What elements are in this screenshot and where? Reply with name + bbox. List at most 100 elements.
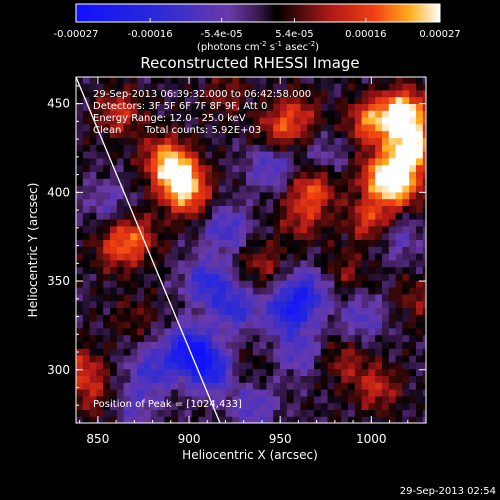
heatmap-pixel	[388, 144, 397, 152]
heatmap-pixel	[334, 239, 342, 247]
heatmap-pixel	[157, 178, 165, 186]
heatmap-pixel	[375, 191, 383, 200]
heatmap-pixel	[205, 151, 213, 159]
heatmap-pixel	[184, 389, 193, 397]
heatmap-pixel	[252, 110, 261, 118]
heatmap-pixel	[103, 110, 111, 118]
heatmap-pixel	[382, 212, 390, 220]
heatmap-pixel	[157, 212, 165, 220]
heatmap-pixel	[123, 307, 131, 315]
heatmap-pixel	[123, 334, 131, 342]
heatmap-pixel	[116, 225, 125, 234]
heatmap-pixel	[232, 157, 240, 166]
heatmap-pixel	[205, 123, 213, 132]
heatmap-pixel	[76, 171, 84, 179]
heatmap-pixel	[184, 246, 193, 254]
heatmap-pixel	[157, 280, 165, 288]
heatmap-pixel	[218, 266, 227, 274]
heatmap-pixel	[252, 334, 261, 342]
heatmap-pixel	[212, 321, 220, 329]
heatmap-pixel	[225, 77, 233, 84]
heatmap-pixel	[334, 151, 342, 159]
heatmap-pixel	[130, 253, 138, 261]
heatmap-pixel	[164, 117, 172, 125]
heatmap-pixel	[409, 232, 417, 240]
heatmap-pixel	[130, 232, 138, 240]
heatmap-pixel	[348, 151, 356, 159]
heatmap-pixel	[191, 151, 199, 159]
heatmap-pixel	[382, 77, 390, 84]
heatmap-pixel	[273, 402, 281, 410]
heatmap-pixel	[293, 280, 301, 288]
heatmap-pixel	[116, 191, 125, 200]
heatmap-pixel	[320, 327, 329, 336]
heatmap-pixel	[286, 300, 295, 308]
heatmap-pixel	[300, 389, 308, 397]
heatmap-pixel	[198, 327, 206, 336]
heatmap-pixel	[382, 402, 390, 410]
heatmap-pixel	[402, 266, 410, 274]
heatmap-pixel	[361, 191, 369, 200]
heatmap-pixel	[144, 212, 152, 220]
heatmap-pixel	[164, 178, 172, 186]
heatmap-pixel	[293, 321, 301, 329]
heatmap-pixel	[144, 368, 152, 376]
heatmap-pixel	[164, 395, 172, 404]
heatmap-pixel	[171, 96, 179, 104]
heatmap-pixel	[300, 375, 308, 383]
heatmap-pixel	[82, 395, 91, 404]
heatmap-pixel	[232, 266, 240, 274]
heatmap-pixel	[409, 239, 417, 247]
heatmap-pixel	[76, 191, 84, 200]
heatmap-pixel	[239, 83, 247, 91]
heatmap-pixel	[232, 300, 240, 308]
heatmap-pixel	[361, 212, 369, 220]
heatmap-pixel	[382, 280, 390, 288]
heatmap-pixel	[123, 137, 131, 145]
heatmap-pixel	[402, 123, 410, 132]
heatmap-pixel	[184, 110, 193, 118]
heatmap-pixel	[327, 171, 335, 179]
heatmap-pixel	[239, 355, 247, 363]
heatmap-pixel	[130, 375, 138, 383]
heatmap-pixel	[205, 266, 213, 274]
heatmap-pixel	[198, 293, 206, 302]
heatmap-pixel	[178, 246, 186, 254]
heatmap-pixel	[259, 375, 267, 383]
heatmap-pixel	[341, 402, 349, 410]
heatmap-pixel	[89, 83, 97, 91]
heatmap-pixel	[375, 178, 383, 186]
heatmap-pixel	[89, 96, 97, 104]
heatmap-pixel	[137, 110, 145, 118]
heatmap-pixel	[266, 198, 274, 206]
heatmap-pixel	[103, 232, 111, 240]
heatmap-pixel	[246, 110, 254, 118]
heatmap-pixel	[246, 225, 254, 234]
heatmap-pixel	[76, 321, 84, 329]
heatmap-pixel	[314, 164, 322, 172]
heatmap-pixel	[354, 89, 363, 98]
heatmap-pixel	[178, 382, 186, 390]
heatmap-pixel	[96, 314, 104, 322]
heatmap-pixel	[150, 178, 159, 186]
heatmap-pixel	[157, 137, 165, 145]
x-tick-label: 950	[269, 432, 292, 446]
heatmap-pixel	[89, 225, 97, 234]
annotation-counts: Total counts: 5.92E+03	[144, 125, 261, 136]
heatmap-pixel	[218, 409, 227, 417]
heatmap-pixel	[314, 334, 322, 342]
heatmap-pixel	[246, 232, 254, 240]
heatmap-pixel	[402, 144, 410, 152]
heatmap-pixel	[130, 83, 138, 91]
heatmap-pixel	[110, 382, 118, 390]
heatmap-pixel	[416, 77, 424, 84]
heatmap-pixel	[103, 273, 111, 281]
heatmap-pixel	[191, 96, 199, 104]
heatmap-pixel	[137, 293, 145, 302]
heatmap-pixel	[82, 137, 91, 145]
heatmap-pixel	[286, 375, 295, 383]
heatmap-pixel	[354, 239, 363, 247]
heatmap-pixel	[137, 137, 145, 145]
heatmap-pixel	[320, 293, 329, 302]
heatmap-pixel	[402, 117, 410, 125]
